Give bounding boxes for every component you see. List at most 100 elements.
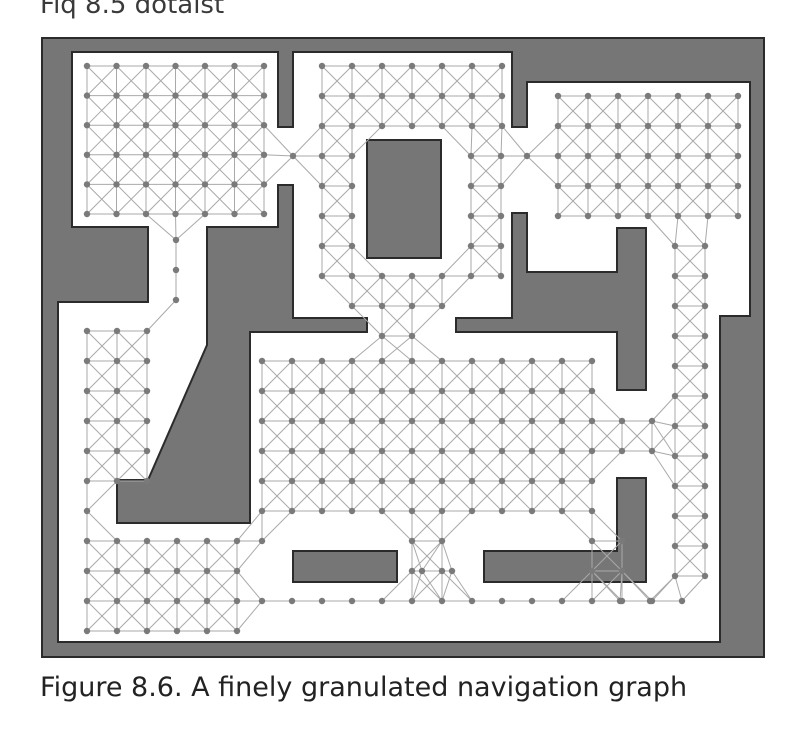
graph-node xyxy=(438,447,446,455)
graph-node xyxy=(558,447,566,455)
graph-edge xyxy=(677,215,706,247)
graph-node xyxy=(348,152,356,160)
graph-node xyxy=(113,447,121,455)
graph-node xyxy=(468,387,476,395)
graph-edge xyxy=(674,215,679,247)
graph-node xyxy=(113,357,121,365)
graph-node xyxy=(554,182,562,190)
graph-node xyxy=(468,62,476,70)
graph-edge xyxy=(116,540,148,572)
graph-node xyxy=(173,627,181,635)
graph-edge xyxy=(236,570,263,602)
graph-node xyxy=(614,212,622,220)
graph-node xyxy=(231,210,238,218)
graph-edge xyxy=(651,420,676,427)
graph-edge xyxy=(292,155,323,187)
graph-node xyxy=(231,92,238,99)
graph-edge xyxy=(557,125,589,157)
graph-edge xyxy=(471,65,503,97)
graph-edge xyxy=(707,95,739,127)
graph-edge xyxy=(351,335,383,362)
graph-edge xyxy=(116,600,148,632)
graph-edge xyxy=(351,480,383,512)
graph-edge xyxy=(587,155,619,187)
graph-node xyxy=(83,567,91,575)
graph-edge xyxy=(681,575,706,602)
graph-edge xyxy=(651,395,676,422)
graph-node xyxy=(588,477,596,485)
graph-edge xyxy=(561,360,593,392)
graph-node xyxy=(671,242,679,250)
graph-node xyxy=(554,212,562,220)
graph-node xyxy=(497,182,505,190)
graph-edge xyxy=(651,450,676,457)
graph-node xyxy=(648,447,656,455)
graph-edge xyxy=(471,360,503,392)
graph-node xyxy=(348,212,356,220)
graph-node xyxy=(588,507,596,515)
graph-node xyxy=(318,387,326,395)
graph-node xyxy=(83,597,91,605)
graph-node xyxy=(588,417,596,425)
graph-edge xyxy=(587,95,619,127)
graph-edge xyxy=(441,540,453,572)
graph-node xyxy=(142,181,150,188)
graph-edge xyxy=(501,360,533,392)
graph-node xyxy=(408,537,416,545)
graph-edge xyxy=(381,480,413,512)
graph-node xyxy=(498,92,506,100)
graph-edge xyxy=(86,420,118,452)
graph-node xyxy=(378,272,386,280)
graph-node xyxy=(233,567,241,575)
graph-edge xyxy=(234,184,265,215)
graph-edge xyxy=(441,360,473,392)
graph-edge xyxy=(441,570,473,602)
graph-node xyxy=(83,507,91,515)
graph-edge xyxy=(621,420,653,452)
graph-edge xyxy=(351,390,383,422)
graph-edge xyxy=(381,275,413,307)
graph-node xyxy=(498,62,506,70)
graph-edge xyxy=(86,360,118,392)
graph-node xyxy=(528,417,536,425)
graph-edge xyxy=(561,390,593,422)
graph-edge xyxy=(381,420,413,452)
graph-edge xyxy=(591,510,623,542)
graph-edge xyxy=(411,540,443,572)
graph-edge xyxy=(116,184,147,215)
graph-node xyxy=(143,567,151,575)
graph-edge xyxy=(351,360,383,392)
graph-edge xyxy=(261,510,293,542)
graph-node xyxy=(172,151,179,158)
graph-edge xyxy=(501,450,533,482)
graph-node xyxy=(438,507,446,515)
graph-node xyxy=(348,597,356,605)
graph-edge xyxy=(526,125,559,157)
graph-edge xyxy=(351,420,383,452)
graph-edge xyxy=(116,330,148,362)
graph-node xyxy=(378,507,386,515)
graph-edge xyxy=(381,65,413,97)
graph-node xyxy=(348,92,356,100)
graph-edge xyxy=(441,480,473,512)
graph-node xyxy=(172,122,179,129)
graph-edge xyxy=(674,245,706,277)
graph-node xyxy=(438,122,446,130)
graph-edge xyxy=(321,185,353,217)
graph-node xyxy=(143,627,151,635)
graph-edge xyxy=(411,305,443,337)
graph-node xyxy=(408,332,416,340)
graph-node xyxy=(83,627,91,635)
graph-node xyxy=(528,507,536,515)
graph-edge xyxy=(321,390,353,422)
graph-node xyxy=(378,357,386,365)
graph-edge xyxy=(617,95,649,127)
graph-edge xyxy=(321,155,353,187)
obstacle-bottom-right-l xyxy=(483,477,647,583)
graph-edge xyxy=(321,450,353,482)
graph-edge xyxy=(86,570,118,602)
graph-node xyxy=(113,210,120,218)
graph-node xyxy=(468,92,476,100)
graph-node xyxy=(83,181,91,188)
graph-edge xyxy=(707,125,739,157)
